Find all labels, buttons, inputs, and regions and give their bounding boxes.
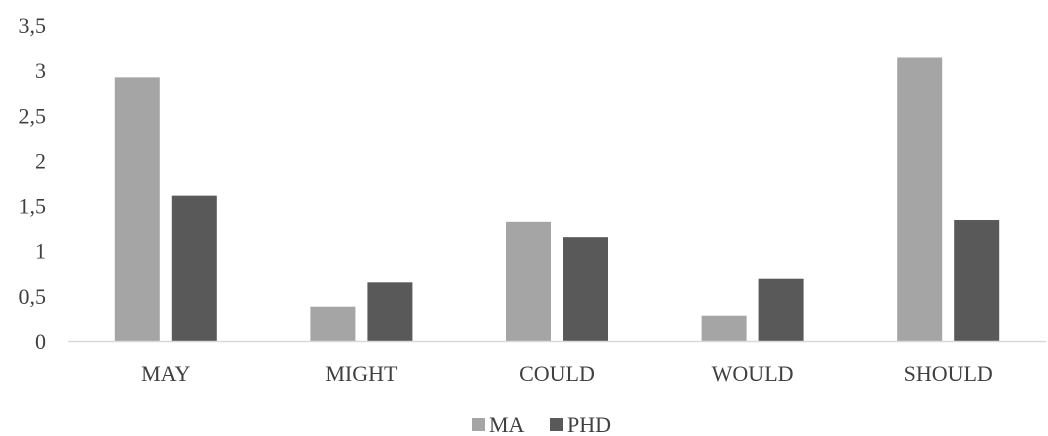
bar-ma-may bbox=[114, 77, 160, 341]
x-category-label: MIGHT bbox=[325, 361, 398, 386]
y-axis-ticks: 0 0,5 1 1,5 2 2,5 3 3,5 bbox=[19, 13, 47, 354]
x-category-label: SHOULD bbox=[904, 361, 993, 386]
y-tick-label: 3 bbox=[35, 58, 46, 83]
x-category-label: MAY bbox=[141, 361, 190, 386]
bar-phd-should bbox=[954, 220, 1000, 341]
bar-ma-would bbox=[701, 315, 747, 341]
x-category-label: COULD bbox=[519, 361, 595, 386]
bar-ma-could bbox=[506, 221, 551, 341]
legend-swatch-ma bbox=[472, 418, 485, 431]
y-tick-label: 2 bbox=[35, 148, 46, 173]
bar-ma-should bbox=[897, 57, 943, 341]
bar-ma-might bbox=[310, 306, 356, 341]
y-tick-label: 0,5 bbox=[19, 284, 47, 309]
y-tick-label: 1,5 bbox=[19, 194, 47, 219]
bar-phd-may bbox=[171, 195, 217, 341]
x-category-label: WOULD bbox=[712, 361, 794, 386]
y-tick-label: 2,5 bbox=[19, 103, 47, 128]
legend-swatch-phd bbox=[550, 418, 563, 431]
legend-label-ma: MA bbox=[489, 412, 525, 436]
bar-phd-would bbox=[758, 278, 804, 341]
bar-phd-might bbox=[367, 282, 413, 341]
legend-label-phd: PHD bbox=[567, 412, 611, 436]
y-tick-label: 1 bbox=[35, 239, 46, 264]
y-tick-label: 0 bbox=[35, 329, 46, 354]
bars bbox=[114, 57, 1000, 341]
bar-phd-could bbox=[563, 237, 608, 341]
legend: MA PHD bbox=[472, 412, 611, 436]
y-tick-label: 3,5 bbox=[19, 13, 47, 38]
x-axis-labels: MAY MIGHT COULD WOULD SHOULD bbox=[141, 361, 993, 386]
